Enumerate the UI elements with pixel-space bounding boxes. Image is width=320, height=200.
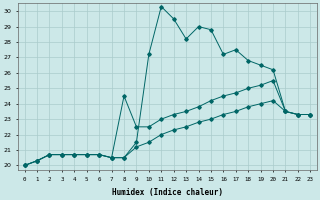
X-axis label: Humidex (Indice chaleur): Humidex (Indice chaleur) xyxy=(112,188,223,197)
